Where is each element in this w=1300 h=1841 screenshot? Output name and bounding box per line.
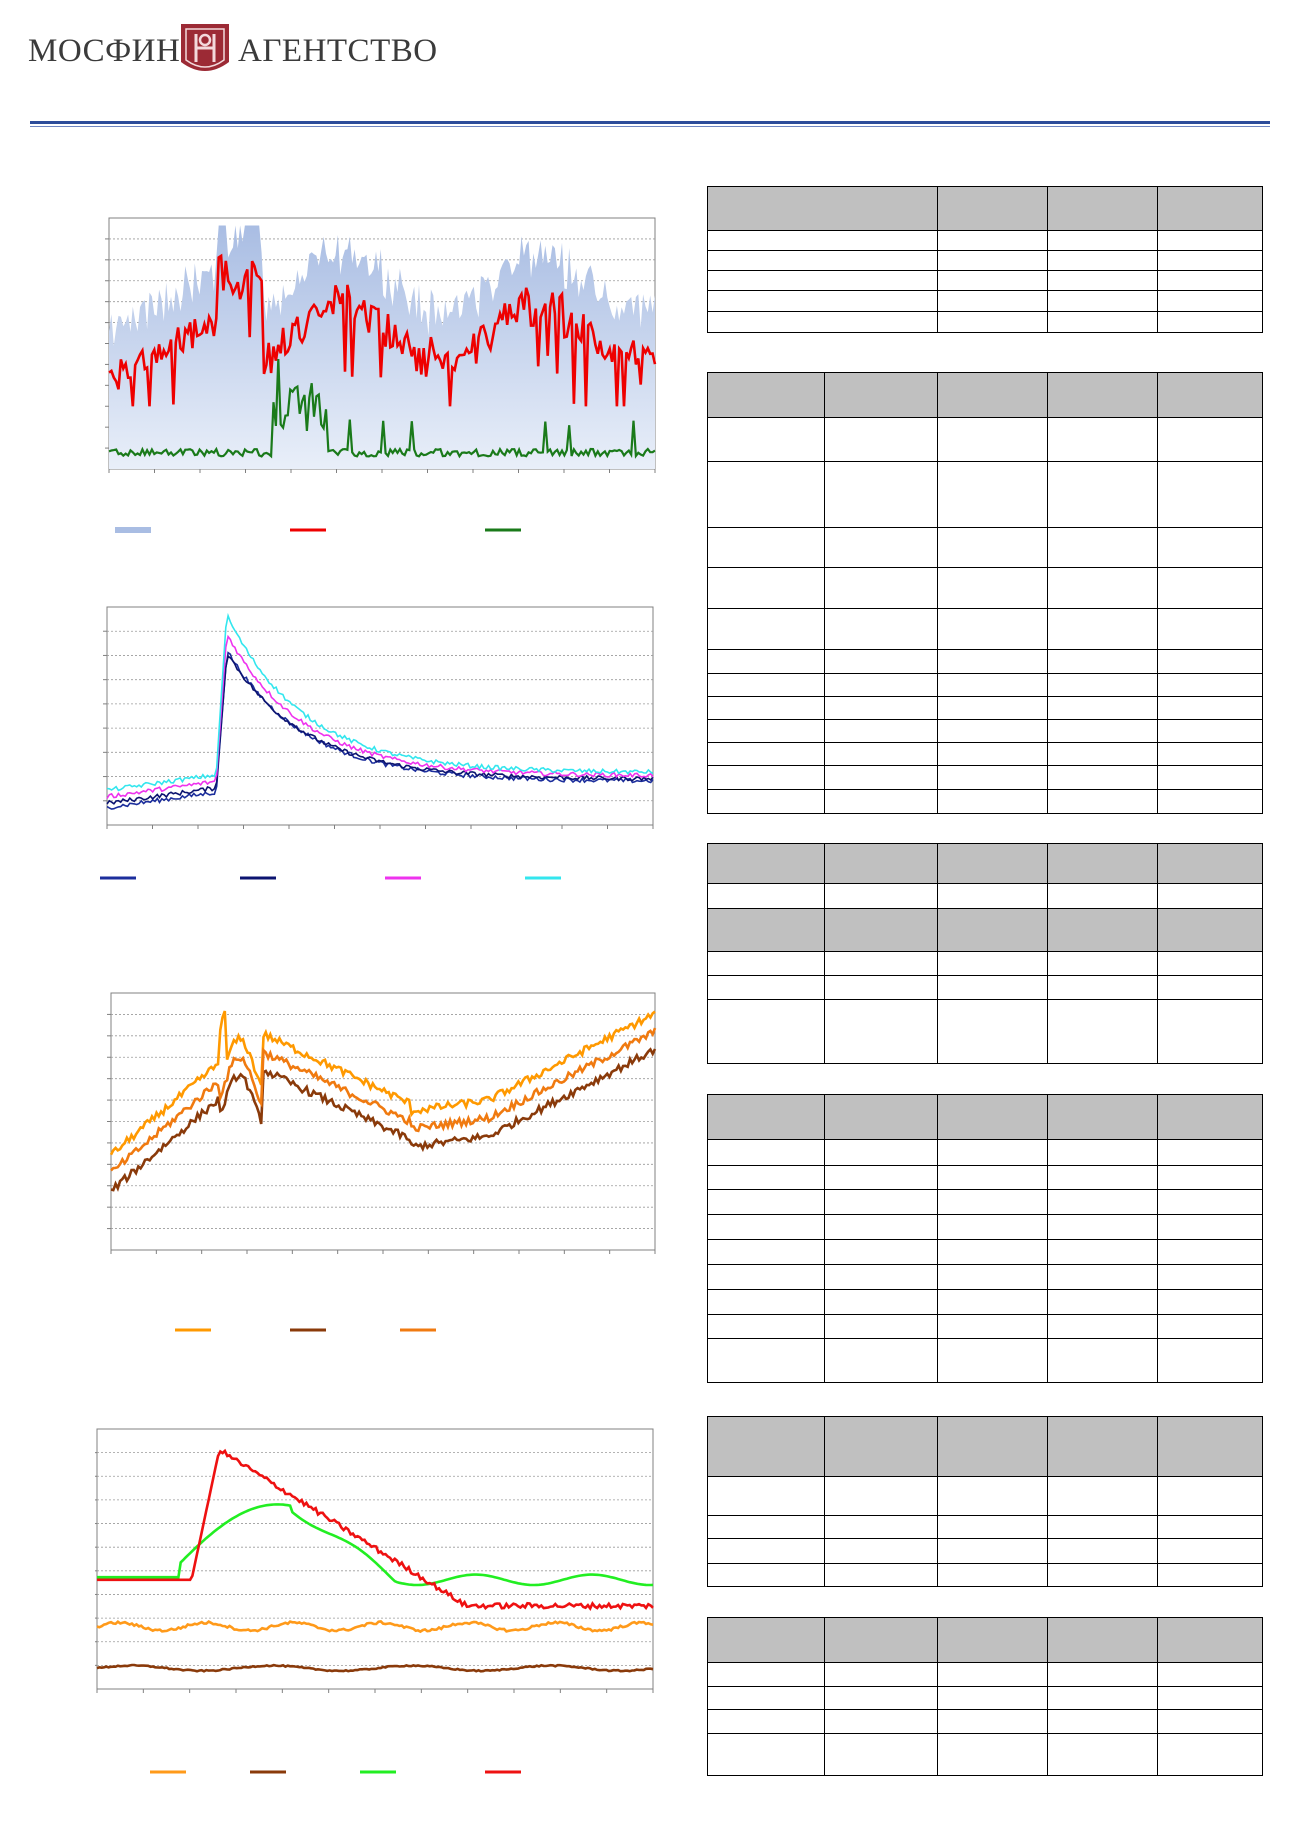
- chart4-red-series: [97, 1448, 654, 1611]
- table-1: [707, 186, 1263, 333]
- chart4-brown-series: [96, 1663, 654, 1673]
- chart2-blue-series: [106, 651, 654, 810]
- chart4-orange-series: [96, 1620, 654, 1634]
- chart2-cyan-series: [106, 612, 654, 792]
- chart-3: [107, 992, 657, 1332]
- chart2-magenta-series: [106, 634, 654, 799]
- table-2: [707, 372, 1263, 814]
- table-4: [707, 1094, 1263, 1383]
- chart2-navy-series: [106, 654, 654, 805]
- chart4-green-series: [97, 1503, 654, 1587]
- header-rule-thin: [30, 126, 1270, 127]
- chart-1: [105, 217, 657, 533]
- chart-4: [95, 1428, 654, 1774]
- chart3-dark-orange-series: [110, 1027, 657, 1172]
- chart-2: [100, 606, 654, 880]
- chart2-plot-area: [106, 606, 654, 826]
- logo-text-left: МОСФИН: [28, 33, 181, 69]
- logo: МОСФИН АГЕНТСТВО: [28, 22, 437, 80]
- logo-text-right: АГЕНТСТВО: [238, 33, 438, 69]
- chart3-orange-series: [109, 1010, 656, 1156]
- header-rule: [30, 121, 1270, 124]
- table-6: [707, 1617, 1263, 1776]
- logo-emblem-icon: [181, 24, 229, 71]
- chart1-legend-swatch: [115, 527, 151, 533]
- chart3-brown-series: [110, 1047, 657, 1192]
- chart1-green-series: [108, 358, 656, 459]
- chart4-plot-area: [96, 1428, 654, 1690]
- chart1-red-series: [108, 253, 657, 407]
- table-3: [707, 843, 1263, 1064]
- table-5: [707, 1416, 1263, 1587]
